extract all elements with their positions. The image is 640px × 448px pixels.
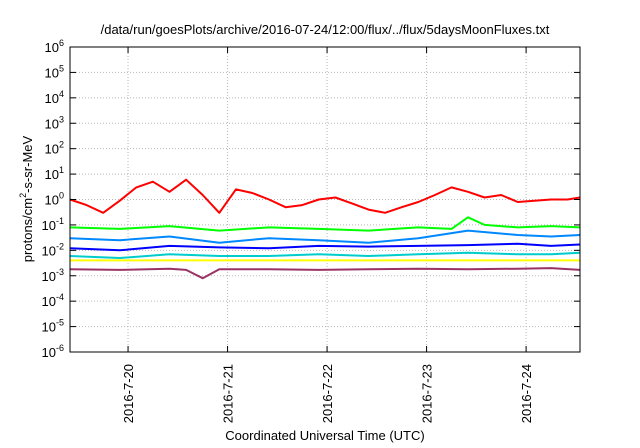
y-tick-label: 105 <box>45 63 64 80</box>
series-group <box>69 178 581 280</box>
y-tick-label: 106 <box>45 38 64 55</box>
y-tick-base: 10 <box>45 193 59 208</box>
series-line-7 <box>69 267 581 280</box>
series-line-1 <box>69 178 581 214</box>
y-tick-exponent: -6 <box>56 343 64 353</box>
x-tick-label: 2016-7-21 <box>221 364 236 423</box>
y-tick-exponent: -3 <box>56 267 64 277</box>
y-tick-exponent: -1 <box>56 216 64 226</box>
y-axis-label-sup: 2 <box>18 193 28 198</box>
series-line-2 <box>69 216 581 232</box>
y-tick-exponent: 6 <box>59 38 64 48</box>
y-axis-label-rest: -s-sr-MeV <box>20 135 35 192</box>
y-tick-label: 10-4 <box>42 292 64 309</box>
y-tick-base: 10 <box>42 294 56 309</box>
y-tick-exponent: 3 <box>59 114 64 124</box>
y-axis-label-base: protons/cm <box>20 198 35 262</box>
y-tick-label: 10-2 <box>42 241 64 258</box>
y-tick-label: 101 <box>45 165 64 182</box>
x-tick-label: 2016-7-23 <box>420 364 435 423</box>
y-tick-base: 10 <box>45 40 59 55</box>
y-tick-exponent: 4 <box>59 89 64 99</box>
y-tick-base: 10 <box>42 218 56 233</box>
y-tick-exponent: 0 <box>59 191 64 201</box>
y-tick-label: 10-6 <box>42 343 64 360</box>
y-tick-label: 10-1 <box>42 216 64 233</box>
y-tick-exponent: 1 <box>59 165 64 175</box>
y-tick-exponent: 2 <box>59 140 64 150</box>
grid-lines <box>70 47 580 352</box>
y-tick-base: 10 <box>45 65 59 80</box>
y-tick-base: 10 <box>42 269 56 284</box>
y-tick-base: 10 <box>45 116 59 131</box>
y-tick-exponent: -5 <box>56 318 64 328</box>
axis-ticks <box>70 46 580 353</box>
y-tick-base: 10 <box>42 243 56 258</box>
y-tick-label: 102 <box>45 140 64 157</box>
y-tick-base: 10 <box>45 167 59 182</box>
y-tick-label: 104 <box>45 89 64 106</box>
x-tick-labels: 2016-7-20 2016-7-21 2016-7-22 2016-7-23 2016… <box>121 364 534 423</box>
y-tick-label: 10-3 <box>42 267 64 284</box>
x-tick-label: 2016-7-20 <box>121 364 136 423</box>
x-tick-label: 2016-7-22 <box>320 364 335 423</box>
y-tick-labels: 10610510410310210110010-110-210-310-410-… <box>42 38 64 360</box>
y-tick-base: 10 <box>42 345 56 360</box>
x-tick-label: 2016-7-24 <box>519 364 534 423</box>
y-axis-label: protons/cm2-s-sr-MeV <box>18 135 35 262</box>
y-tick-label: 100 <box>45 191 64 208</box>
y-tick-label: 10-5 <box>42 318 64 335</box>
y-tick-base: 10 <box>45 91 59 106</box>
series-line-4 <box>69 242 581 252</box>
x-axis-label: Coordinated Universal Time (UTC) <box>225 428 424 443</box>
series-line-3 <box>69 229 581 244</box>
y-tick-exponent: -4 <box>56 292 64 302</box>
y-tick-exponent: 5 <box>59 63 64 73</box>
y-tick-base: 10 <box>45 142 59 157</box>
y-tick-base: 10 <box>42 320 56 335</box>
y-tick-label: 103 <box>45 114 64 131</box>
series-line-5 <box>69 251 581 259</box>
chart-title: /data/run/goesPlots/archive/2016-07-24/1… <box>101 22 550 37</box>
y-tick-exponent: -2 <box>56 241 64 251</box>
